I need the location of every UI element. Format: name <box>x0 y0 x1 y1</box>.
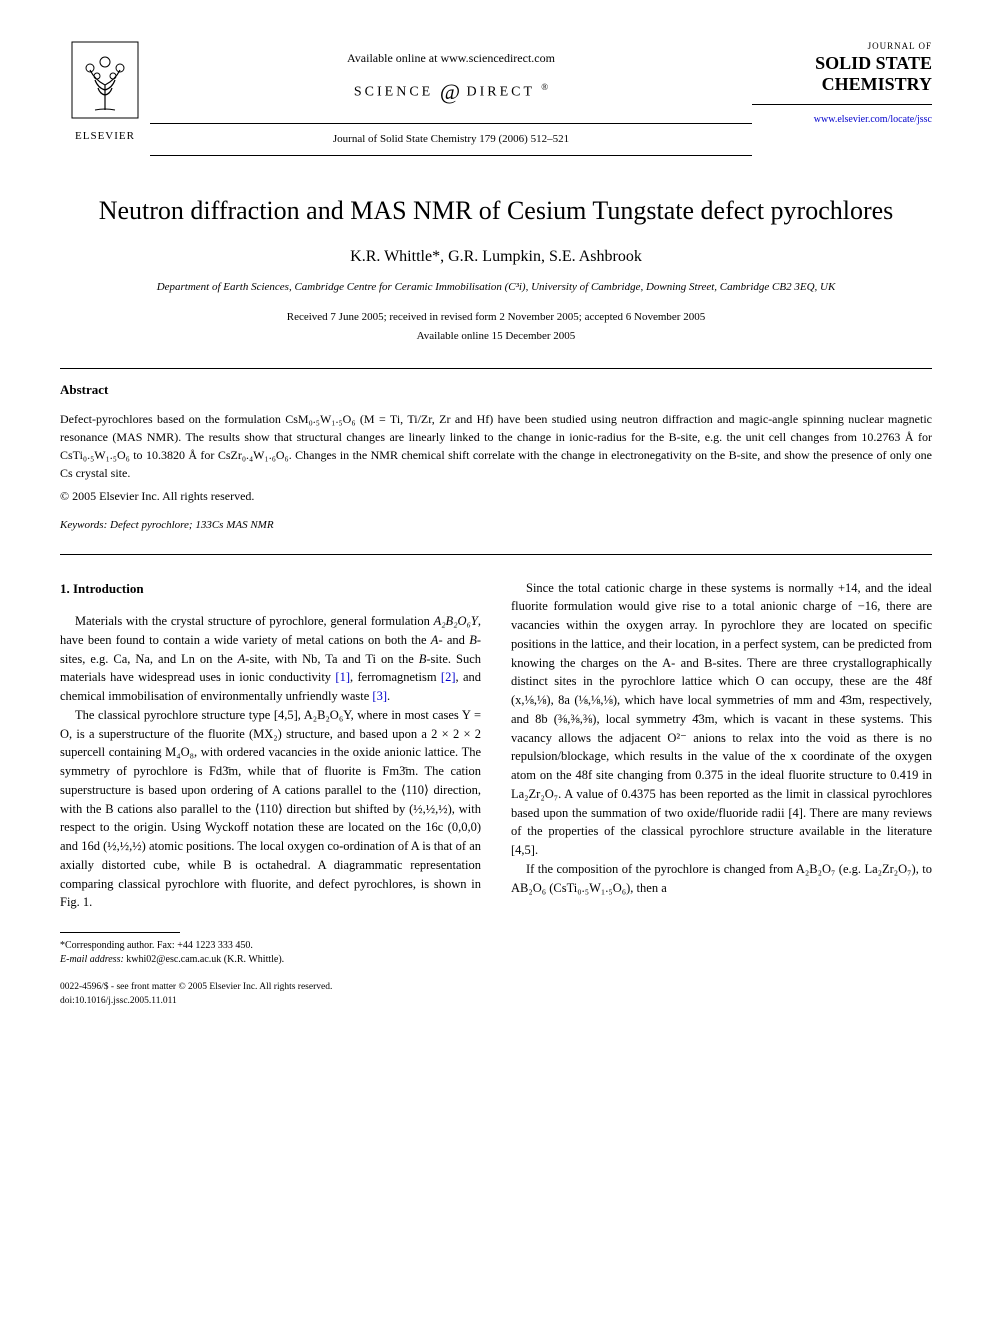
abstract-top-rule <box>60 368 932 369</box>
journal-reference: Journal of Solid State Chemistry 179 (20… <box>150 132 752 147</box>
header-rule-top <box>150 123 752 124</box>
keywords-text: Defect pyrochlore; 133Cs MAS NMR <box>110 519 274 531</box>
sd-prefix: SCIENCE <box>354 84 433 99</box>
p1-t1: Materials with the crystal structure of … <box>75 614 434 628</box>
ref-3[interactable]: [3] <box>372 689 387 703</box>
received-dates: Received 7 June 2005; received in revise… <box>60 310 932 325</box>
abstract-heading: Abstract <box>60 381 932 399</box>
sd-suffix: DIRECT <box>466 84 534 99</box>
p1-i2: B <box>469 633 477 647</box>
corresponding-author-footnote: *Corresponding author. Fax: +44 1223 333… <box>60 939 481 953</box>
p1-f1: A₂B₂O₆Y <box>434 614 478 628</box>
footer-doi: doi:10.1016/j.jssc.2005.11.011 <box>60 995 481 1008</box>
p1-t5: -site, with Nb, Ta and Ti on the <box>245 652 418 666</box>
publisher-name: ELSEVIER <box>60 129 150 144</box>
header-rule-bottom <box>150 155 752 156</box>
journal-of-label: JOURNAL OF <box>752 40 932 53</box>
journal-link[interactable]: www.elsevier.com/locate/jssc <box>752 113 932 127</box>
p1-t7: , ferromagnetism <box>350 670 441 684</box>
publisher-logo-block: ELSEVIER <box>60 40 150 145</box>
keywords: Keywords: Defect pyrochlore; 133Cs MAS N… <box>60 518 932 533</box>
journal-badge: JOURNAL OF SOLID STATE CHEMISTRY www.els… <box>752 40 932 127</box>
at-symbol-icon: @ <box>440 79 460 104</box>
email-footnote: E-mail address: kwhi02@esc.cam.ac.uk (K.… <box>60 953 481 967</box>
email-address[interactable]: kwhi02@esc.cam.ac.uk (K.R. Whittle). <box>126 954 284 965</box>
elsevier-tree-icon <box>70 40 140 120</box>
journal-name-line1: SOLID STATE <box>815 53 932 73</box>
p1-t3: - and <box>438 633 469 647</box>
badge-rule <box>752 104 932 105</box>
intro-paragraph-4: If the composition of the pyrochlore is … <box>511 860 932 898</box>
abstract-bottom-rule <box>60 554 932 555</box>
abstract-section: Abstract Defect-pyrochlores based on the… <box>60 381 932 533</box>
registered-mark: ® <box>541 82 548 92</box>
intro-paragraph-2: The classical pyrochlore structure type … <box>60 706 481 912</box>
science-direct-logo: SCIENCE @ DIRECT ® <box>150 77 752 108</box>
email-label: E-mail address: <box>60 954 124 965</box>
abstract-text: Defect-pyrochlores based on the formulat… <box>60 410 932 482</box>
affiliation: Department of Earth Sciences, Cambridge … <box>60 280 932 295</box>
ref-2[interactable]: [2] <box>441 670 456 684</box>
intro-paragraph-1: Materials with the crystal structure of … <box>60 612 481 706</box>
available-date: Available online 15 December 2005 <box>60 329 932 344</box>
footer-line1: 0022-4596/$ - see front matter © 2005 El… <box>60 981 481 994</box>
p1-t9: . <box>387 689 390 703</box>
footer-meta: 0022-4596/$ - see front matter © 2005 El… <box>60 981 481 1008</box>
center-header: Available online at www.sciencedirect.co… <box>150 40 752 164</box>
intro-paragraph-3: Since the total cationic charge in these… <box>511 579 932 860</box>
footnote-separator <box>60 932 180 933</box>
authors: K.R. Whittle*, G.R. Lumpkin, S.E. Ashbro… <box>60 246 932 268</box>
body-two-column: 1. Introduction Materials with the cryst… <box>60 579 932 1008</box>
ref-1[interactable]: [1] <box>335 670 350 684</box>
abstract-copyright: © 2005 Elsevier Inc. All rights reserved… <box>60 488 932 505</box>
journal-name: SOLID STATE CHEMISTRY <box>752 53 932 96</box>
available-online-text: Available online at www.sciencedirect.co… <box>150 50 752 67</box>
intro-heading: 1. Introduction <box>60 579 481 599</box>
journal-name-line2: CHEMISTRY <box>822 74 932 94</box>
keywords-label: Keywords: <box>60 519 107 531</box>
header-row: ELSEVIER Available online at www.science… <box>60 40 932 164</box>
article-title: Neutron diffraction and MAS NMR of Cesiu… <box>60 194 932 228</box>
